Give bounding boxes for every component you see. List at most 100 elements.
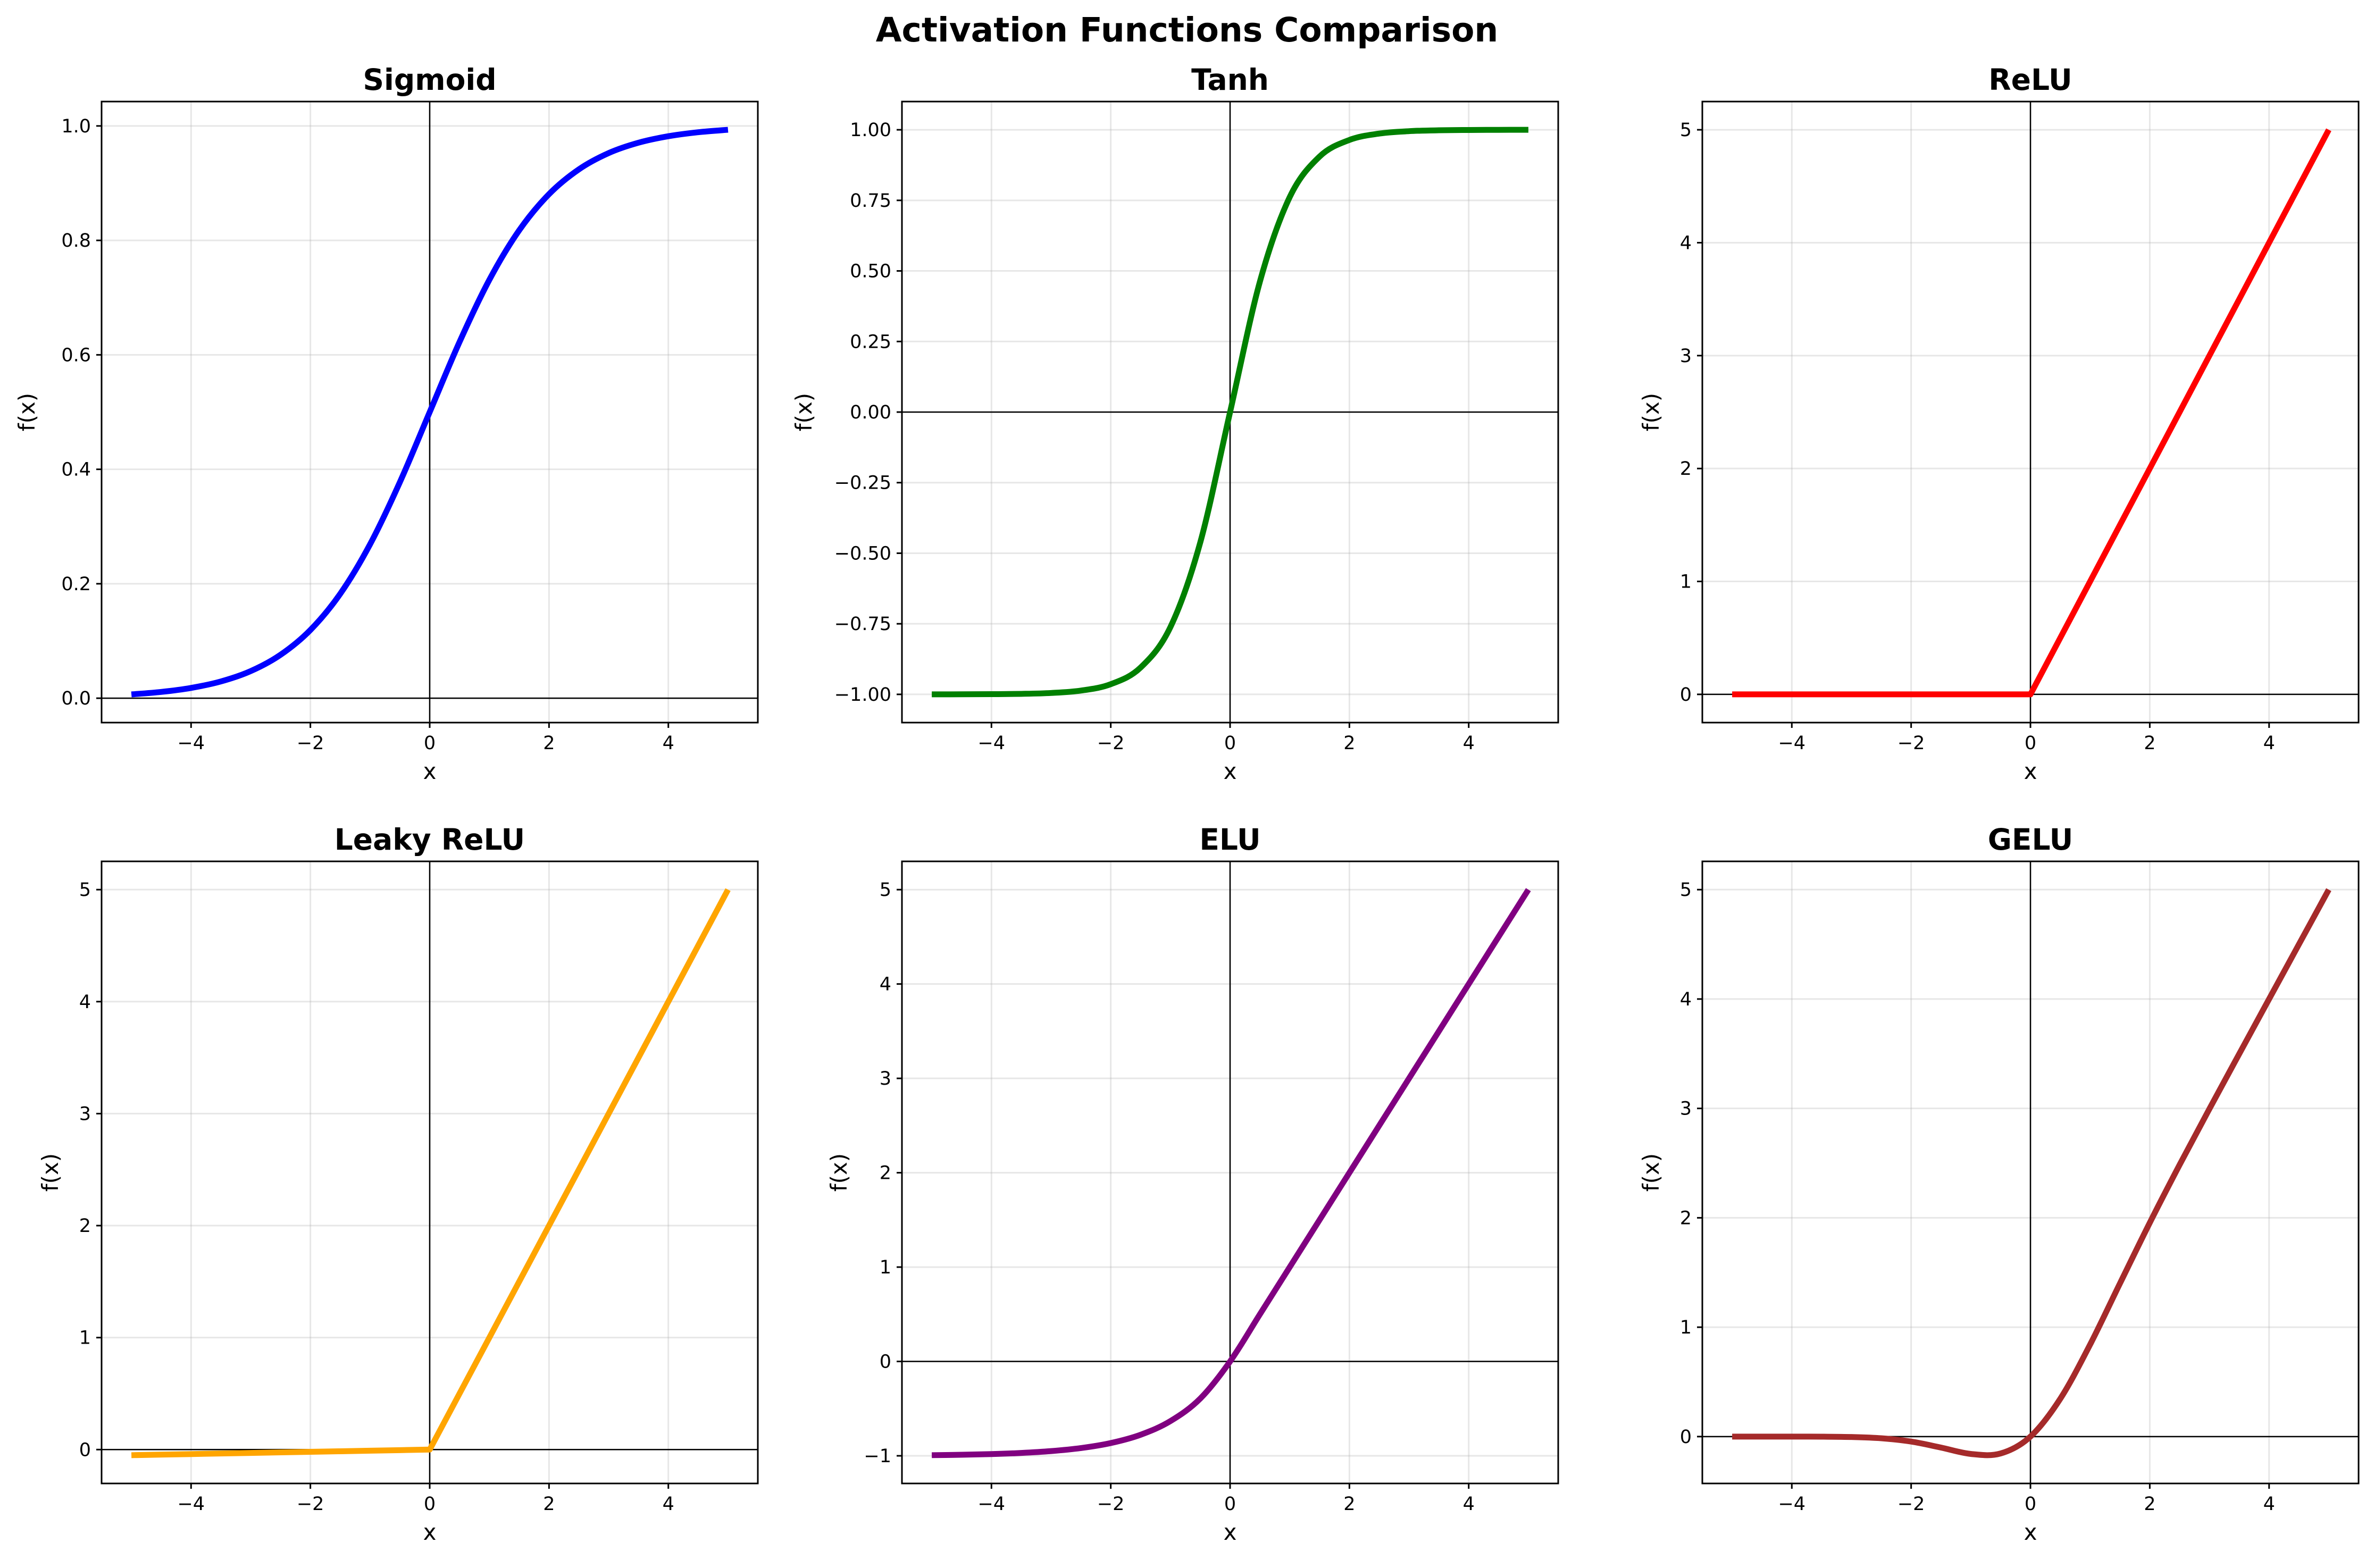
series-line [131, 127, 729, 698]
x-tick-label: −4 [1778, 1494, 1805, 1515]
x-tick-label: −2 [1097, 1494, 1125, 1515]
y-tick-label: 2 [79, 1215, 91, 1237]
y-tick-label: 5 [1680, 120, 1692, 141]
y-tick-label: 1 [79, 1328, 91, 1349]
x-tick-label: −2 [1897, 733, 1925, 754]
y-tick-label: 0 [1680, 1427, 1692, 1448]
x-tick-label: 4 [2263, 733, 2275, 754]
subplot-relu: −4 −2 0 2 4 0 1 2 3 4 5 ReLU x f(x) [1638, 63, 2360, 784]
series-line [932, 888, 1531, 1458]
x-tick-label: 2 [1343, 1494, 1355, 1515]
y-tick-label: 0.2 [61, 574, 91, 595]
subplot-title: Tanh [1191, 63, 1269, 97]
y-tick-label: 2 [880, 1163, 891, 1184]
x-tick-label: 0 [2025, 733, 2036, 754]
y-axis-label: f(x) [1638, 393, 1664, 431]
y-axis-label: f(x) [791, 393, 817, 431]
x-tick-label: 0 [1224, 1494, 1236, 1515]
y-tick-label: 0.0 [61, 688, 91, 709]
y-tick-label: 1.0 [61, 116, 91, 137]
x-tick-label: 4 [2263, 1494, 2275, 1515]
y-tick-label: 3 [1680, 1099, 1692, 1120]
y-tick-label: 0 [880, 1352, 891, 1373]
x-axis-label: x [423, 1519, 437, 1545]
y-tick-label: 3 [880, 1068, 891, 1089]
subplot-title: ReLU [1988, 63, 2072, 97]
x-tick-label: 4 [663, 1494, 674, 1515]
y-axis-label: f(x) [37, 1153, 63, 1192]
y-tick-label: 0 [79, 1439, 91, 1461]
y-tick-label: 0.6 [61, 345, 91, 366]
y-axis-label: f(x) [14, 393, 40, 431]
y-tick-label: 0.4 [61, 459, 91, 481]
x-tick-label: −4 [977, 1494, 1005, 1515]
y-tick-label: 1 [1680, 1317, 1692, 1338]
x-tick-label: −4 [177, 733, 205, 754]
figure-title: Activation Functions Comparison [876, 11, 1498, 49]
y-tick-label: 1 [880, 1257, 891, 1278]
subplot-title: Leaky ReLU [335, 823, 525, 857]
subplot-title: GELU [1988, 823, 2073, 857]
x-tick-label: −4 [177, 1494, 205, 1515]
y-tick-label: 5 [1680, 879, 1692, 901]
subplot-elu: −4 −2 0 2 4 −1 0 1 2 3 4 5 ELU x f(x) [826, 823, 1559, 1545]
x-tick-label: −2 [1897, 1494, 1925, 1515]
y-tick-label: 1 [1680, 572, 1692, 593]
y-tick-label: 5 [79, 879, 91, 901]
y-tick-label: 0.8 [61, 230, 91, 251]
y-tick-label: −0.50 [834, 543, 891, 564]
y-tick-label: 1.00 [850, 120, 891, 141]
x-axis-label: x [2024, 1519, 2037, 1545]
y-axis-label: f(x) [826, 1153, 852, 1192]
x-tick-label: 2 [543, 733, 555, 754]
subplot-gelu: −4 −2 0 2 4 0 1 2 3 4 5 GELU x f(x) [1638, 823, 2360, 1545]
x-tick-label: 2 [2144, 1494, 2155, 1515]
y-tick-label: −1.00 [834, 684, 891, 706]
y-tick-label: −0.75 [834, 614, 891, 635]
x-axis-label: x [1224, 758, 1237, 784]
subplot-tanh: −4 −2 0 2 4 −1.00 −0.75 −0.50 −0.25 0.00 0.25 0.50 0… [791, 63, 1559, 784]
x-tick-label: 2 [2144, 733, 2155, 754]
y-tick-label: 3 [79, 1103, 91, 1125]
series-line [932, 127, 1528, 698]
y-tick-label: 2 [1680, 1208, 1692, 1229]
y-tick-label: 0.75 [850, 190, 891, 212]
y-tick-label: 0.25 [850, 331, 891, 353]
y-tick-label: 4 [1680, 989, 1692, 1010]
x-tick-label: 4 [1463, 1494, 1475, 1515]
y-tick-label: 0 [1680, 684, 1692, 706]
subplot-sigmoid: −4 −2 0 2 4 0.0 0.2 0.4 0.6 0.8 1.0 Sigmoid x f(x) [14, 63, 759, 784]
x-tick-label: −4 [977, 733, 1005, 754]
x-tick-label: −2 [297, 733, 324, 754]
x-axis-label: x [423, 758, 437, 784]
y-tick-label: 3 [1680, 346, 1692, 367]
y-tick-label: −0.25 [834, 473, 891, 494]
y-tick-label: 2 [1680, 458, 1692, 480]
y-tick-label: −1 [864, 1446, 891, 1467]
x-tick-label: 4 [1463, 733, 1475, 754]
y-tick-label: 0.00 [850, 402, 891, 423]
y-tick-label: 0.50 [850, 261, 891, 282]
x-tick-label: −4 [1778, 733, 1805, 754]
x-tick-label: 0 [2025, 1494, 2036, 1515]
series-line [1732, 888, 2331, 1458]
y-tick-label: 4 [79, 992, 91, 1013]
x-tick-label: −2 [1097, 733, 1125, 754]
x-tick-label: 0 [424, 1494, 436, 1515]
x-tick-label: −2 [297, 1494, 324, 1515]
x-axis-label: x [1224, 1519, 1237, 1545]
subplot-leaky-relu: −4 −2 0 2 4 0 1 2 3 4 5 Leaky ReLU x f(x) [37, 823, 759, 1545]
x-tick-label: 2 [543, 1494, 555, 1515]
y-axis-label: f(x) [1638, 1153, 1664, 1192]
x-tick-label: 4 [663, 733, 674, 754]
series-line [131, 888, 731, 1458]
y-tick-label: 5 [880, 879, 891, 901]
subplot-title: ELU [1199, 823, 1260, 857]
x-tick-label: 0 [1224, 733, 1236, 754]
x-tick-label: 0 [424, 733, 436, 754]
x-tick-label: 2 [1343, 733, 1355, 754]
y-tick-label: 4 [1680, 232, 1692, 254]
series-line [1732, 128, 2331, 698]
